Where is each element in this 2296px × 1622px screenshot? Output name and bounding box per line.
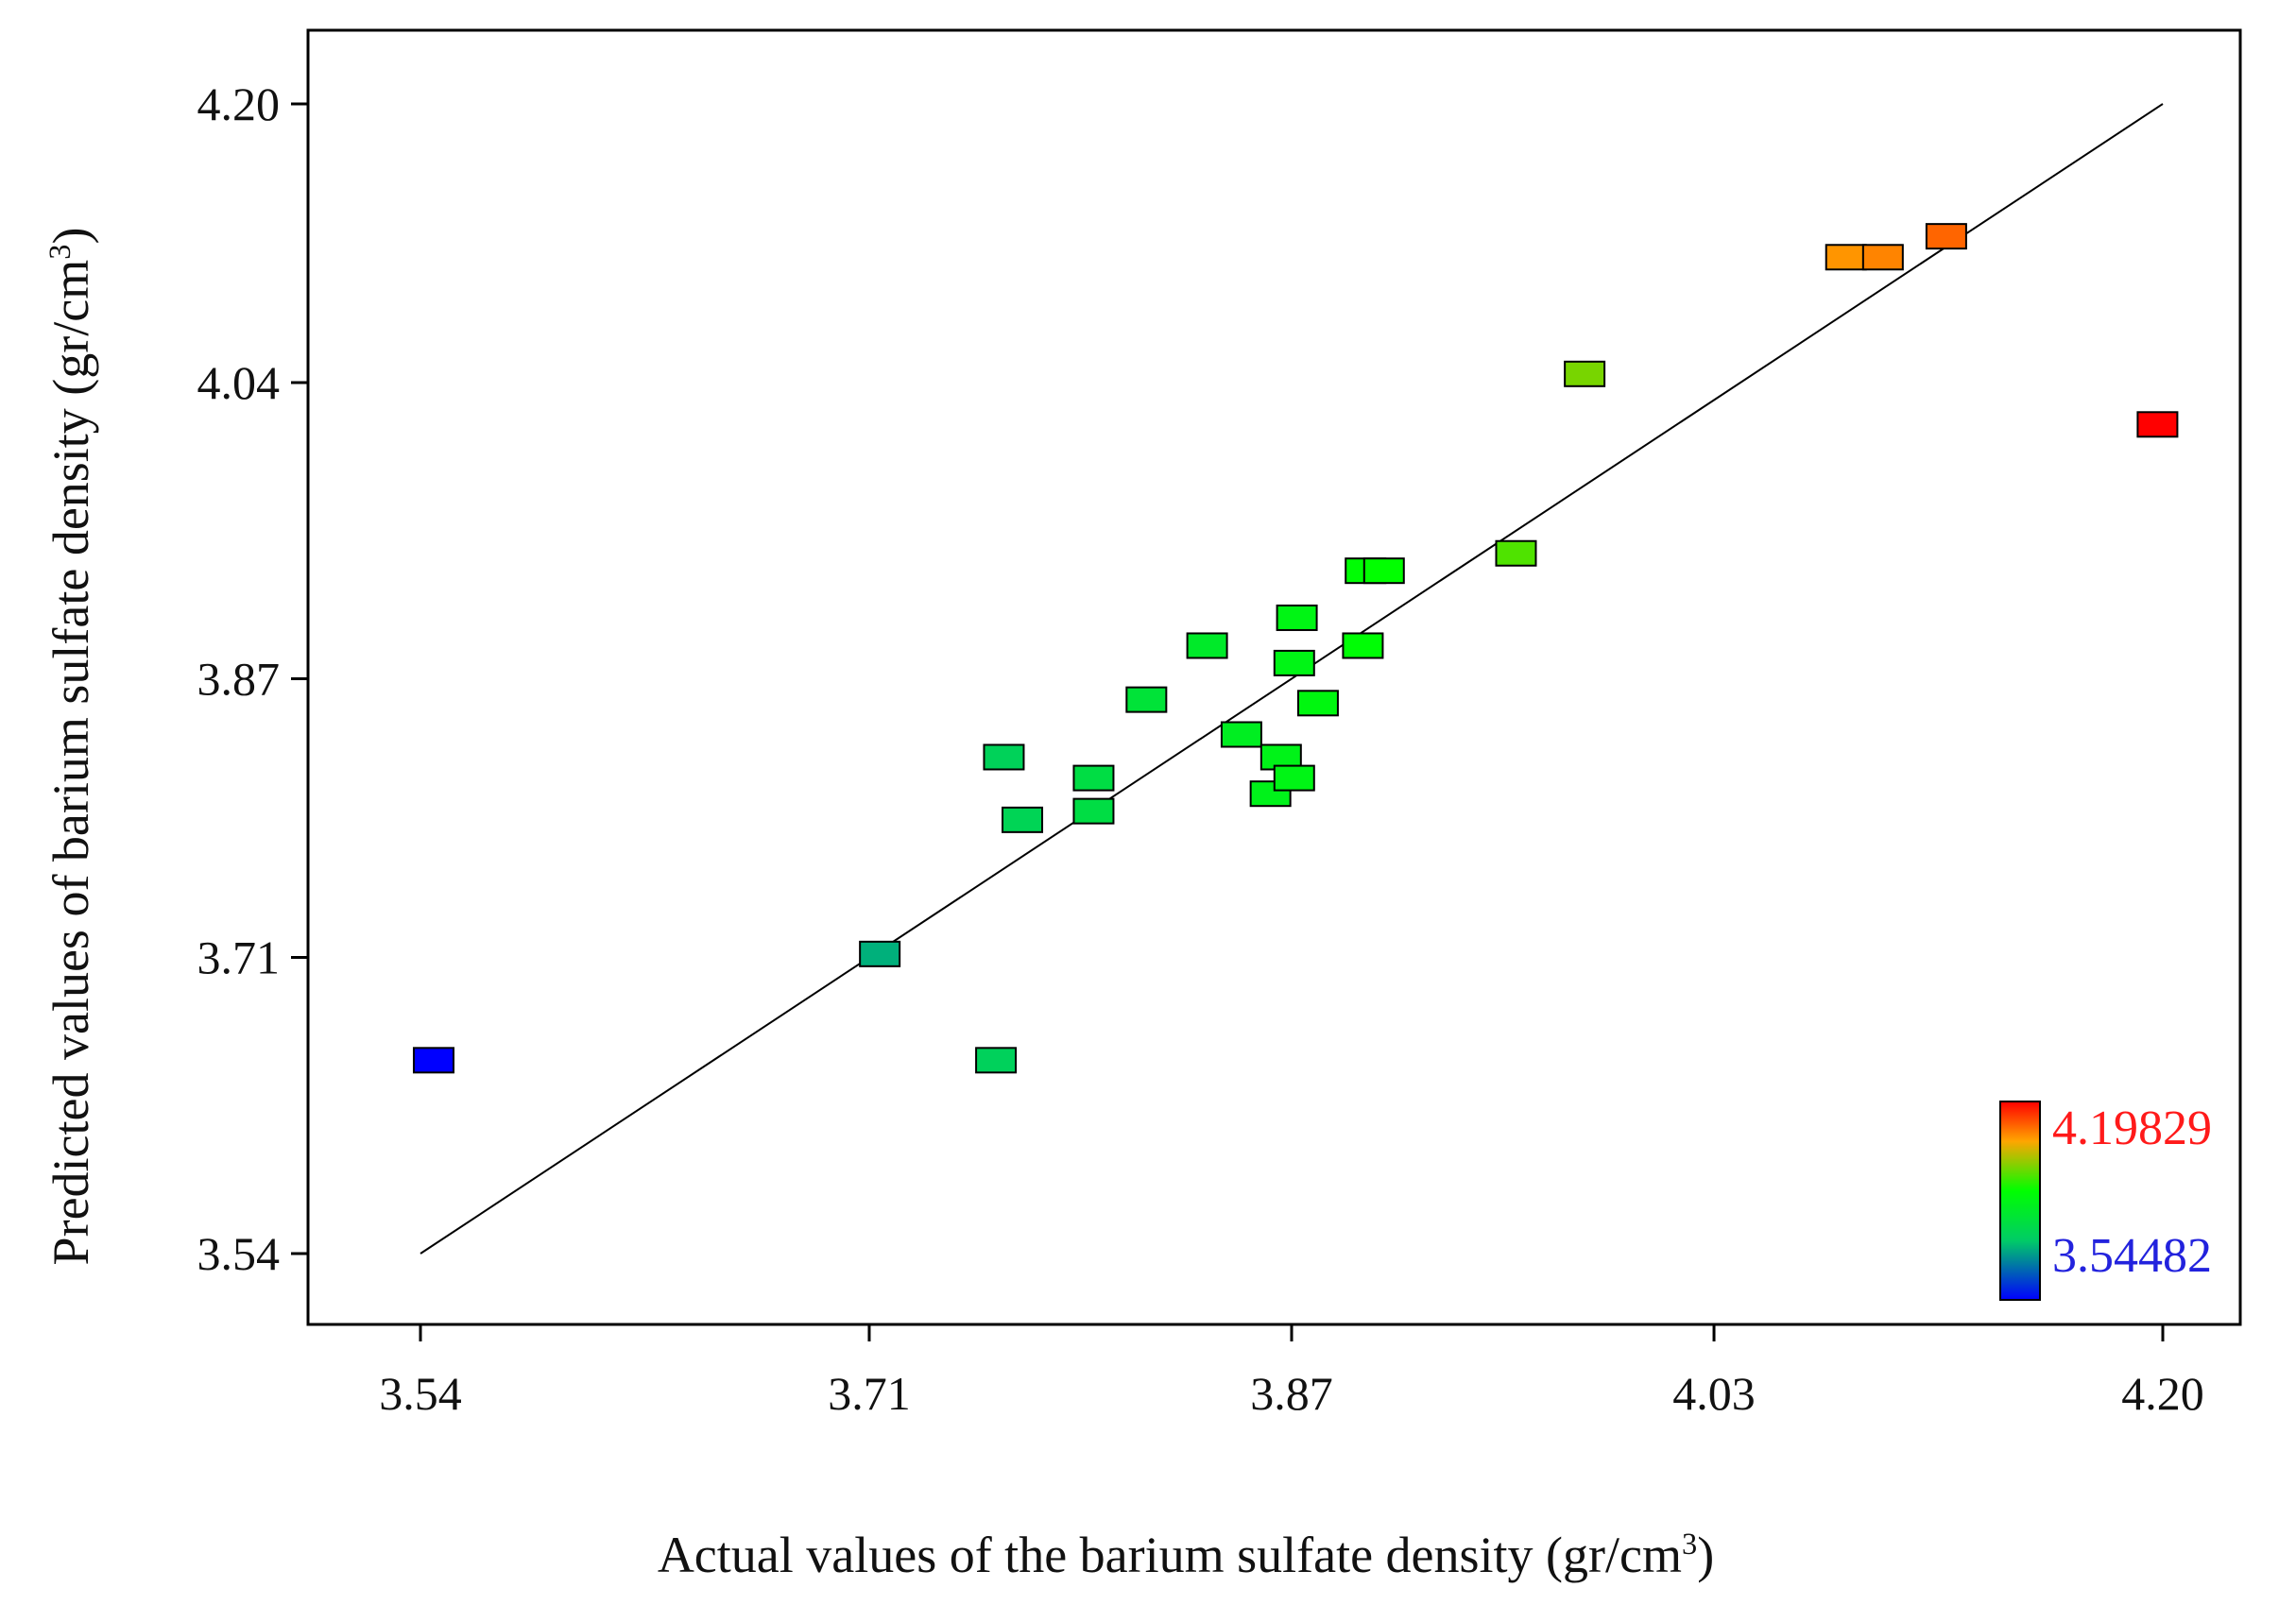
data-point: [1276, 604, 1318, 631]
data-point: [1825, 244, 1867, 271]
colorbar: [1999, 1101, 2041, 1301]
data-point: [859, 940, 901, 967]
y-tick-label: 3.87: [197, 653, 281, 706]
data-point: [1125, 686, 1168, 713]
colorbar-min-label: 3.54482: [2052, 1229, 2212, 1283]
data-point: [1002, 806, 1044, 833]
plot-area: [306, 28, 2242, 1326]
data-point: [1342, 632, 1384, 659]
reference-line: [420, 103, 2164, 1255]
data-point: [1495, 539, 1537, 567]
y-tick-label: 4.04: [197, 356, 281, 409]
colorbar-max-label: 4.19829: [2052, 1101, 2212, 1155]
data-point: [1220, 721, 1262, 748]
data-point: [2136, 411, 2179, 438]
y-tick-label: 3.71: [197, 931, 281, 984]
data-points: [412, 223, 2179, 1074]
y-axis-title: Predicted values of barium sulfate densi…: [43, 227, 99, 1266]
data-point: [1273, 649, 1315, 676]
x-tick-label: 3.71: [828, 1367, 911, 1420]
data-point: [1861, 244, 1904, 271]
x-tick-label: 3.54: [379, 1367, 462, 1420]
data-point: [1186, 632, 1228, 659]
data-point: [412, 1047, 454, 1074]
y-tick-label: 3.54: [197, 1227, 281, 1280]
data-point: [1273, 764, 1315, 792]
data-point: [1296, 690, 1339, 717]
x-tick-label: 3.87: [1250, 1367, 1333, 1420]
axis-ticks: 3.54 3.71 3.87 4.03 4.20 3.54 3.71 3.87 4.04 4.20: [197, 77, 2204, 1420]
data-point: [975, 1047, 1018, 1074]
y-tick-label: 4.20: [197, 77, 281, 130]
x-axis-title: Actual values of the barium sulfate dens…: [657, 1527, 1715, 1583]
data-point: [1564, 360, 1606, 387]
data-point: [1925, 223, 1967, 250]
x-tick-label: 4.03: [1672, 1367, 1756, 1420]
data-point: [1072, 764, 1115, 792]
x-tick-label: 4.20: [2121, 1367, 2204, 1420]
data-point: [983, 743, 1025, 771]
data-point: [1362, 557, 1405, 585]
data-point: [1072, 797, 1115, 825]
